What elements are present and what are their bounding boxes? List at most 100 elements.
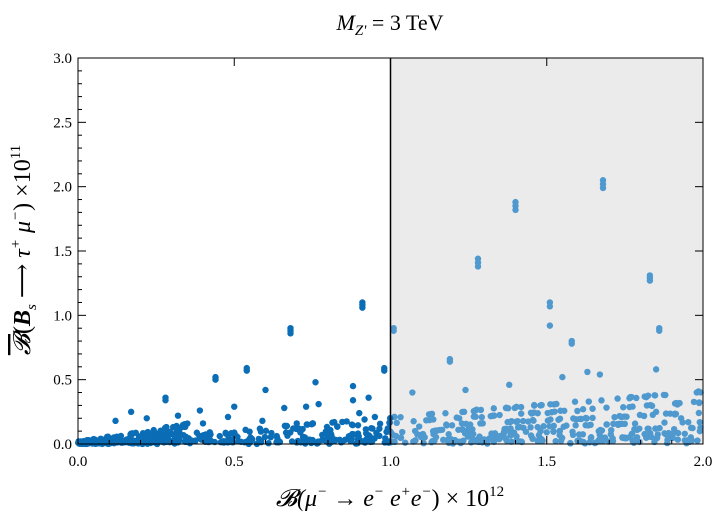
- band-point: [490, 405, 497, 412]
- band-point: [603, 404, 610, 411]
- allowed-point: [331, 418, 338, 426]
- band-point: [397, 413, 404, 421]
- title-subscript: Z': [355, 23, 367, 39]
- band-point: [399, 428, 406, 436]
- band-point: [633, 394, 640, 402]
- band-point: [685, 418, 692, 426]
- allowed-point: [302, 403, 310, 410]
- excluded-point: [584, 368, 591, 376]
- y-tick-label: 0.5: [53, 373, 72, 389]
- band-point: [550, 428, 557, 435]
- allowed-point: [371, 413, 379, 421]
- band-point: [670, 429, 677, 437]
- band-point: [614, 420, 621, 428]
- dense-point: [146, 433, 154, 441]
- band-point: [257, 428, 265, 435]
- band-point: [662, 391, 669, 399]
- band-point: [611, 413, 618, 421]
- band-point: [614, 395, 621, 402]
- excluded-point: [474, 263, 482, 270]
- dense-point: [90, 439, 97, 446]
- allowed-point: [196, 407, 204, 414]
- excluded-point: [596, 371, 604, 378]
- excluded-point: [652, 366, 660, 373]
- title-rest: = 3 TeV: [366, 10, 443, 35]
- band-point: [694, 437, 701, 444]
- band-point: [473, 406, 480, 413]
- band-point: [539, 437, 546, 444]
- excluded-region: [390, 58, 703, 444]
- band-point: [448, 422, 456, 429]
- band-point: [573, 416, 580, 423]
- band-point: [563, 422, 570, 429]
- allowed-point: [356, 409, 363, 417]
- band-point: [522, 428, 530, 435]
- band-point: [662, 410, 670, 417]
- band-point: [516, 423, 524, 431]
- allowed-point: [349, 397, 357, 404]
- dense-point: [156, 429, 163, 436]
- band-point: [582, 421, 589, 429]
- floor-point: [457, 439, 464, 447]
- allowed-point: [365, 394, 372, 401]
- xlabel-arrow: → e: [327, 486, 374, 512]
- excluded-point: [546, 303, 554, 310]
- band-point: [339, 418, 346, 426]
- xlabel-mid1: e: [384, 486, 401, 512]
- y-tick-label: 1.0: [53, 308, 72, 324]
- y-tick-label: 2.0: [53, 180, 72, 196]
- dense-point: [163, 433, 170, 440]
- allowed-point: [262, 386, 269, 394]
- band-point: [585, 398, 592, 405]
- band-point: [428, 410, 436, 418]
- band-point: [631, 420, 639, 427]
- band-point: [383, 428, 390, 436]
- band-point: [623, 413, 630, 420]
- ylabel-exponent: 11: [8, 145, 24, 159]
- floor-point: [630, 439, 638, 446]
- allowed-point: [231, 403, 238, 410]
- band-point: [543, 429, 550, 436]
- excluded-point: [409, 389, 416, 396]
- band-point: [513, 403, 520, 410]
- allowed-point: [224, 413, 232, 421]
- band-point: [416, 423, 423, 430]
- band-point: [488, 430, 495, 437]
- band-point: [376, 432, 383, 440]
- band-point: [284, 432, 291, 439]
- floor-point: [229, 439, 237, 446]
- band-point: [275, 439, 282, 446]
- band-point: [410, 438, 417, 445]
- dense-point: [161, 427, 169, 435]
- floor-point: [182, 438, 190, 446]
- band-point: [349, 421, 356, 429]
- allowed-point: [315, 400, 322, 408]
- band-point: [618, 413, 625, 421]
- band-point: [598, 397, 605, 404]
- excluded-point: [390, 327, 397, 334]
- band-point: [531, 401, 538, 409]
- band-point: [222, 429, 229, 437]
- band-point: [319, 431, 326, 439]
- allowed-point: [243, 367, 250, 374]
- excluded-point: [693, 389, 700, 396]
- axis-ticks: 0.0 0.5 1.0 1.5 2.0 0.0 0.5 1.0 1.5 2.0 2.5 3.0: [53, 51, 712, 470]
- xlabel-sup2: −: [374, 484, 384, 500]
- ylabel-subscript: s: [24, 304, 40, 310]
- floor-point: [518, 438, 525, 445]
- allowed-point: [312, 379, 319, 386]
- band-point: [423, 417, 430, 424]
- allowed-point: [174, 412, 182, 419]
- band-point: [504, 405, 512, 412]
- allowed-point: [143, 415, 150, 422]
- allowed-point: [349, 382, 357, 390]
- band-point: [647, 401, 654, 409]
- excluded-point: [599, 184, 607, 192]
- band-point: [681, 430, 688, 437]
- band-point: [695, 399, 703, 407]
- excluded-point: [621, 434, 629, 441]
- allowed-point: [199, 420, 207, 427]
- band-point: [262, 427, 270, 434]
- band-point: [689, 424, 696, 432]
- band-point: [267, 434, 274, 441]
